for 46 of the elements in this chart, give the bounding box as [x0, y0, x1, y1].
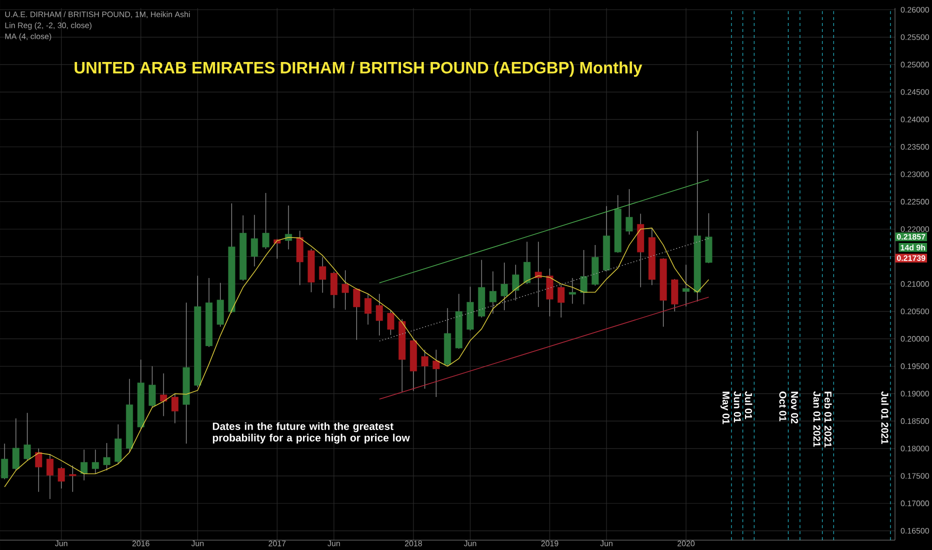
ref-line-label: Jul 01 — [744, 391, 752, 420]
candlestick — [80, 449, 88, 481]
ref-line-label: Oct 01 — [779, 392, 786, 422]
ref-line-label: Jul 01 2021 — [881, 391, 889, 444]
candlestick — [364, 294, 372, 325]
candlestick — [171, 393, 178, 424]
candlestick — [489, 271, 496, 314]
candlestick — [568, 278, 576, 304]
candlestick — [432, 349, 440, 398]
candlestick — [1, 443, 8, 480]
ref-line-label: Nov 02 — [791, 392, 798, 424]
candlestick — [46, 454, 54, 500]
candlestick — [500, 262, 508, 311]
annotation: Dates in the future with the greatest probability for a price high or price low — [212, 422, 410, 444]
text: UNITED ARAB EMIRATES DIRHAM / BRITISH POUND (AEDGBP) Monthly — [74, 61, 642, 77]
candlestick — [353, 288, 360, 340]
candlestick — [512, 264, 520, 301]
candlestick — [250, 214, 258, 267]
candlestick — [626, 188, 633, 235]
candlestick — [148, 366, 156, 408]
candlestick — [24, 412, 31, 461]
candlestick — [580, 250, 588, 305]
candlestick — [35, 448, 42, 492]
candlestick — [558, 284, 565, 318]
candlestick — [682, 264, 690, 307]
candlestick — [58, 466, 65, 489]
ref-line-label: May 01 — [720, 392, 730, 424]
candlestick — [319, 256, 326, 294]
candlestick — [421, 349, 428, 390]
candlestick — [546, 268, 554, 317]
ref-line-label: Jun 01 — [734, 391, 741, 422]
candlestick — [524, 241, 531, 284]
candlestick — [262, 192, 270, 250]
candlestick — [92, 449, 99, 474]
candlestick — [330, 272, 338, 308]
candlestick — [12, 418, 20, 471]
ref-line-label: Feb 01 2021 — [824, 392, 832, 448]
candlestick — [534, 241, 542, 308]
ref-line-label: Jan 01 2021 — [813, 391, 820, 447]
candlestick — [376, 294, 383, 336]
candlestick — [387, 310, 394, 336]
candlestick — [114, 424, 122, 464]
candlestick — [160, 373, 168, 416]
candlestick — [342, 270, 349, 310]
candlestick — [69, 465, 76, 492]
candlestick — [103, 442, 110, 471]
